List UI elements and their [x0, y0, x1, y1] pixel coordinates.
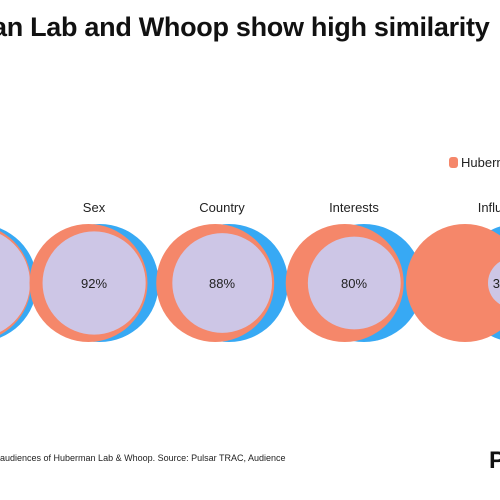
overlap-region [488, 261, 500, 305]
venn-group: Sex 92% [29, 200, 159, 342]
venn-group: Influ 3 [406, 200, 500, 342]
legend-swatch-huberman [449, 157, 458, 168]
overlap-region [0, 234, 30, 332]
category-label: Interests [329, 200, 379, 215]
overlap-percent-label: 80% [341, 276, 367, 291]
category-label: Country [199, 200, 245, 215]
huberman-circle [406, 224, 500, 342]
overlap-region [42, 231, 146, 335]
chart-title: an Lab and Whoop show high similarity [0, 12, 490, 42]
venn-group [0, 228, 37, 338]
overlap-percent-label: 92% [81, 276, 107, 291]
overlap-region [307, 236, 401, 330]
overlap-percent-label: 88% [209, 276, 235, 291]
venn-group: Country 88% [156, 200, 289, 342]
overlap-percent-label: 3 [493, 276, 500, 291]
overlap-region [172, 233, 273, 333]
brand-logo: P [489, 447, 500, 474]
legend: Huberm [449, 155, 500, 170]
venn-group: Interests 80% [285, 200, 423, 342]
source-footnote: audiences of Huberman Lab & Whoop. Sourc… [0, 453, 286, 463]
category-label: Sex [83, 200, 106, 215]
legend-label-huberman: Huberm [461, 155, 500, 170]
category-label: Influ [478, 200, 500, 215]
